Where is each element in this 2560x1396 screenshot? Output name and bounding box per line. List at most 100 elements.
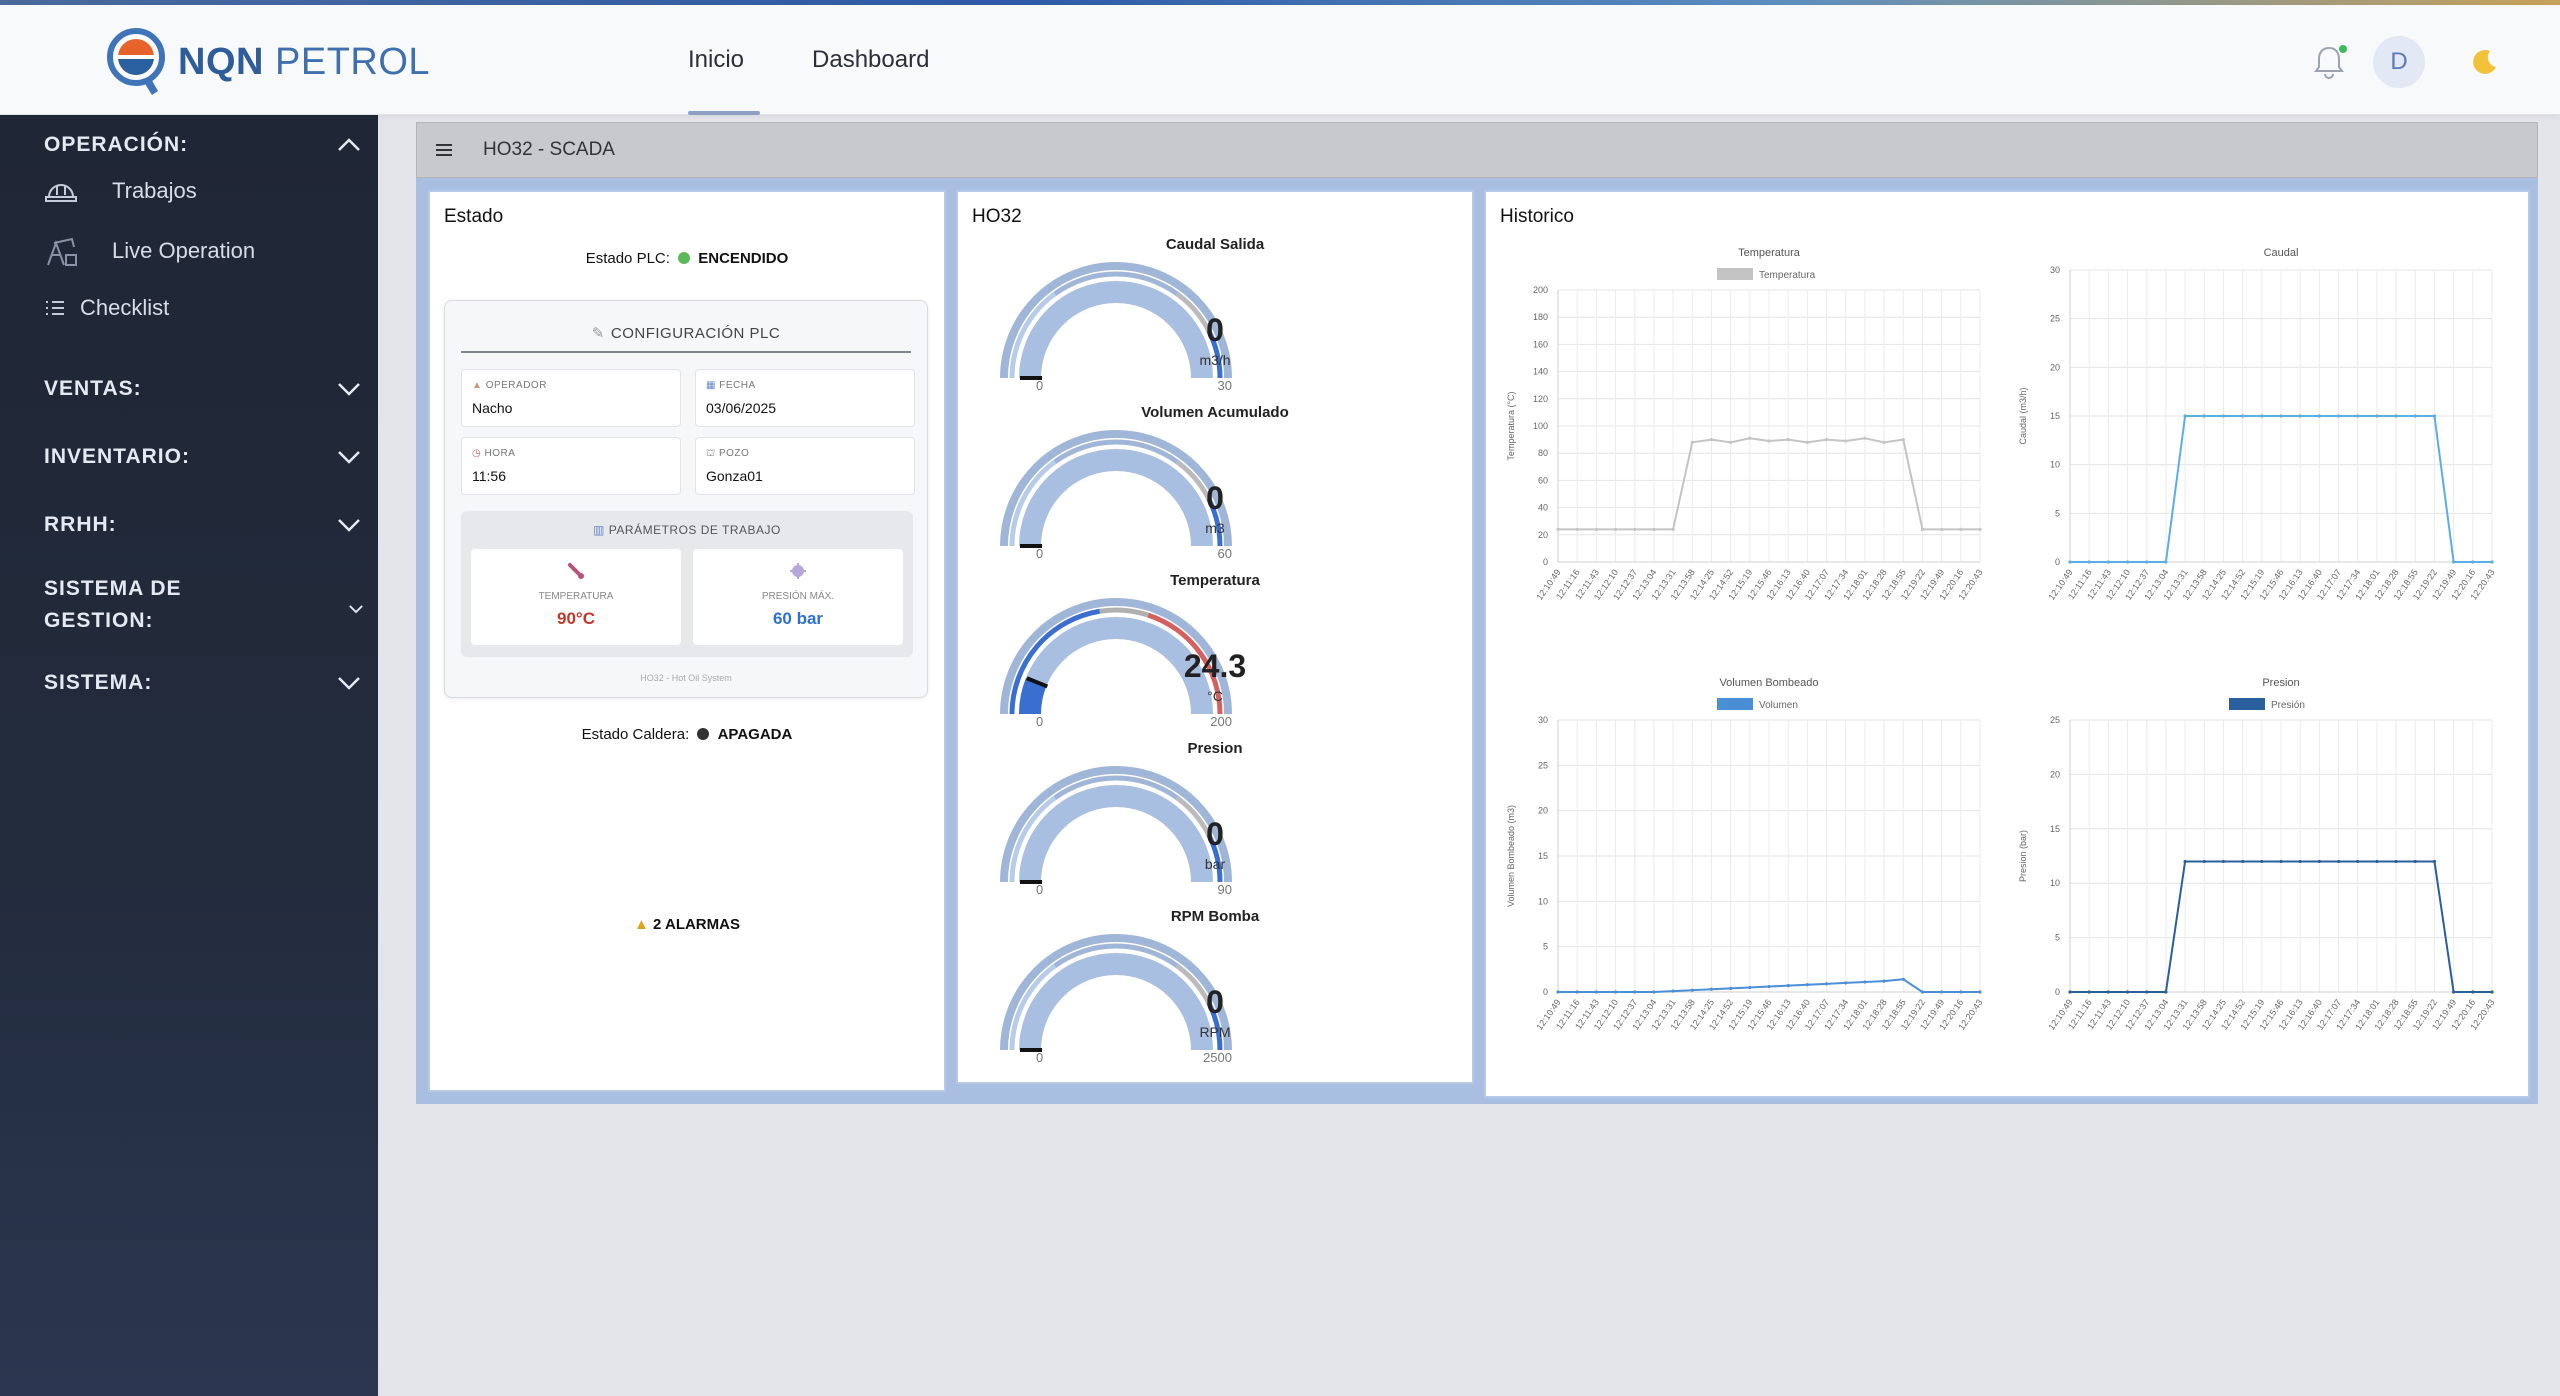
gauge-value: 0 <box>1206 816 1224 852</box>
sidebar-section-sistema[interactable]: SISTEMA: <box>44 671 153 694</box>
nav-dashboard[interactable]: Dashboard <box>812 46 930 73</box>
sidebar-item-live-operation[interactable]: Live Operation <box>44 235 255 267</box>
gauge-dial <box>1000 430 1232 548</box>
chart-0: Temperatura Temperatura 0 20 40 60 80 100 120 140… <box>1506 247 1985 602</box>
data-point <box>1613 990 1618 994</box>
data-point <box>2298 859 2302 864</box>
data-point <box>2356 414 2360 418</box>
y-tick-label: 25 <box>1538 760 1548 770</box>
sidebar-section-operacion[interactable]: OPERACIÓN: <box>44 133 189 156</box>
legend-swatch <box>2229 698 2265 710</box>
sidebar-section-rrhh[interactable]: RRHH: <box>44 513 117 536</box>
legend-label: Presión <box>2271 700 2305 711</box>
param-label: PRESIÓN MÁX. <box>761 591 835 602</box>
y-tick-label: 20 <box>1538 806 1548 816</box>
data-point <box>2145 990 2149 994</box>
y-axis-label: Presion (bar) <box>2018 830 2028 882</box>
data-point <box>2202 859 2206 864</box>
bell-icon[interactable] <box>2310 43 2348 81</box>
data-point <box>1978 527 1982 531</box>
data-point <box>1575 990 1579 994</box>
sidebar-section-ventas[interactable]: VENTAS: <box>44 377 142 400</box>
data-point <box>1613 527 1618 531</box>
param-temperatura: TEMPERATURA 90°C <box>471 549 681 645</box>
y-tick-label: 0 <box>2055 557 2060 567</box>
warning-icon: ▲ <box>634 916 649 933</box>
gauge-dial <box>1000 766 1232 884</box>
panel-title: HO32 <box>972 206 1022 227</box>
sidebar-section-label-2: GESTION: <box>44 609 154 632</box>
data-point <box>1805 440 1809 444</box>
brand-name-light: PETROL <box>275 40 431 83</box>
y-tick-label: 120 <box>1533 394 1548 404</box>
data-point <box>1709 987 1714 991</box>
alarms-indicator[interactable]: ▲ 2 ALARMAS <box>430 916 944 933</box>
moon-icon[interactable] <box>2470 47 2500 77</box>
gauge-range-band <box>1206 329 1223 379</box>
calendar-icon: ▦ <box>706 380 716 391</box>
data-point <box>1901 438 1905 442</box>
data-point <box>2471 560 2475 564</box>
data-point <box>2260 859 2264 864</box>
gauge-range-band <box>1175 795 1211 836</box>
gauge-range-band <box>1175 963 1211 1004</box>
gauge: Temperatura 24.3 °C 0 200 <box>958 572 1472 740</box>
nav-inicio[interactable]: Inicio <box>680 5 761 115</box>
y-tick-label: 5 <box>2055 933 2060 943</box>
plc-config-title: ✎ CONFIGURACIÓN PLC <box>461 315 911 353</box>
data-point <box>2394 859 2398 864</box>
data-point <box>2125 560 2130 564</box>
y-tick-label: 10 <box>2050 460 2060 470</box>
sidebar-section-sistema-gestion[interactable]: SISTEMA DE GESTION: <box>44 573 182 637</box>
y-tick-label: 20 <box>2050 362 2060 372</box>
chevron-up-icon[interactable] <box>336 137 362 153</box>
gauge-title: Volumen Acumulado <box>1141 404 1289 421</box>
data-point <box>2125 990 2130 994</box>
chart-1: Caudal05101520253012:10:4912:11:1612:11:… <box>2018 247 2497 602</box>
data-point <box>2317 414 2321 418</box>
notification-dot <box>2339 45 2347 53</box>
sidebar-section-label: SISTEMA DE <box>44 577 182 600</box>
param-label: TEMPERATURA <box>538 591 614 602</box>
hamburger-menu-icon[interactable] <box>435 143 453 157</box>
estado-panel: Estado Estado PLC: ENCENDIDO ✎ CONFIGURAC… <box>428 190 946 1092</box>
data-point <box>1729 440 1733 444</box>
gauge-dial <box>1000 262 1232 380</box>
gauge-range-band <box>1053 271 1179 296</box>
data-point <box>2164 560 2168 564</box>
data-point <box>1748 436 1752 440</box>
data-point <box>1575 527 1579 531</box>
plc-status: Estado PLC: ENCENDIDO <box>430 250 944 267</box>
y-tick-label: 10 <box>1538 896 1548 906</box>
status-dot <box>678 252 691 264</box>
caldera-status-value: APAGADA <box>717 726 793 743</box>
status-dot <box>697 728 710 740</box>
sidebar-item-checklist[interactable]: Checklist <box>44 295 169 321</box>
top-nav: Inicio Dashboard <box>680 5 989 115</box>
data-point <box>1556 527 1560 531</box>
plc-status-label: Estado PLC: <box>585 250 670 267</box>
gauge-range-band <box>1053 775 1179 800</box>
legend-label: Temperatura <box>1759 270 1816 281</box>
chart-3: PresionPresión051015202512:10:4912:11:16… <box>2018 677 2497 1032</box>
sidebar-section-inventario[interactable]: INVENTARIO: <box>44 445 190 468</box>
data-point <box>2394 414 2398 418</box>
gauge-range-band <box>1009 459 1057 547</box>
avatar[interactable]: D <box>2373 36 2425 88</box>
sidebar-item-trabajos[interactable]: Trabajos <box>44 177 197 205</box>
gauge-range-band <box>1099 607 1149 618</box>
y-tick-label: 15 <box>1538 851 1548 861</box>
gauge: Volumen Acumulado 0 m3 0 60 <box>958 404 1472 572</box>
brand-logo[interactable]: NQN PETROL <box>106 27 430 97</box>
chevron-down-icon[interactable] <box>336 449 362 465</box>
y-tick-label: 5 <box>1543 942 1548 952</box>
chevron-down-icon[interactable] <box>336 517 362 533</box>
field-key: HORA <box>484 448 516 459</box>
gauge-title: RPM Bomba <box>1170 908 1260 925</box>
chevron-down-icon[interactable] <box>348 603 364 615</box>
y-tick-label: 15 <box>2050 824 2060 834</box>
field-value: Gonza01 <box>706 468 763 484</box>
gauge-value-track <box>1019 449 1213 547</box>
chevron-down-icon[interactable] <box>336 675 362 691</box>
chevron-down-icon[interactable] <box>336 381 362 397</box>
